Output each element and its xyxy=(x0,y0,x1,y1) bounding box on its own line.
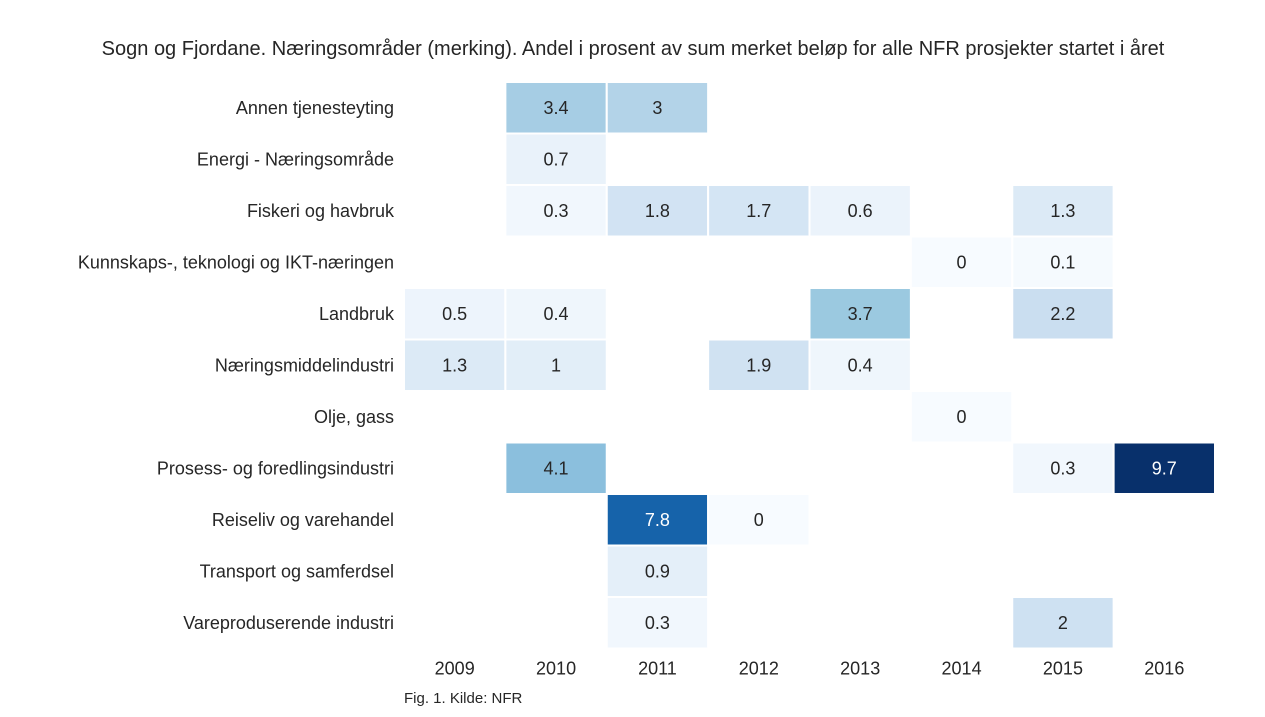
column-label-2015: 2015 xyxy=(1043,659,1083,679)
row-label-transport-og-samferdsel: Transport og samferdsel xyxy=(200,561,394,581)
cell-value-label: 0.9 xyxy=(645,561,670,581)
cell-value-label: 0.4 xyxy=(544,304,569,324)
cell-value-label: 1.9 xyxy=(746,355,771,375)
heatmap-cell-naeringsmiddelindustri-2013 xyxy=(808,338,912,392)
heatmap-cell-prosess-og-foredlingsindustri-2015 xyxy=(1011,441,1115,495)
cell-value-label: 1.3 xyxy=(442,355,467,375)
cell-value-label: 0.3 xyxy=(1050,458,1075,478)
heatmap-cell-fiskeri-og-havbruk-2013 xyxy=(808,184,912,238)
cell-value-label: 0 xyxy=(957,407,967,427)
column-label-2013: 2013 xyxy=(840,659,880,679)
cell-value-label: 0.4 xyxy=(848,355,873,375)
heatmap-cells: 3.4 3 0.7 0.3 1.8 1.7 0.6 1.3 0 0.1 0.5 0.4 3.7 2.2 1.… xyxy=(403,81,1216,650)
heatmap-cell-reiseliv-og-varehandel-2012 xyxy=(707,493,811,547)
row-label-prosess-og-foredlingsindustri: Prosess- og foredlingsindustri xyxy=(157,458,394,478)
cell-value-label: 1.7 xyxy=(746,201,771,221)
cell-value-label: 0.3 xyxy=(645,613,670,633)
row-labels: Annen tjenesteyting Energi - Næringsområd… xyxy=(78,98,395,633)
row-label-energi-naeringsomrade: Energi - Næringsområde xyxy=(197,149,394,169)
heatmap-cell-naeringsmiddelindustri-2010 xyxy=(504,338,608,392)
column-label-2016: 2016 xyxy=(1144,659,1184,679)
cell-value-label: 0.5 xyxy=(442,304,467,324)
row-label-fiskeri-og-havbruk: Fiskeri og havbruk xyxy=(247,201,395,221)
row-label-reiseliv-og-varehandel: Reiseliv og varehandel xyxy=(212,510,394,530)
cell-value-label: 0 xyxy=(754,510,764,530)
cell-value-label: 2 xyxy=(1058,613,1068,633)
heatmap-cell-olje-gass-2014 xyxy=(909,390,1014,444)
heatmap-cell-vareproduserende-industri-2011 xyxy=(605,596,710,650)
row-label-naeringsmiddelindustri: Næringsmiddelindustri xyxy=(215,355,394,375)
row-label-vareproduserende-industri: Vareproduserende industri xyxy=(183,613,394,633)
heatmap-cell-reiseliv-og-varehandel-2011 xyxy=(605,493,710,547)
cell-value-label: 7.8 xyxy=(645,510,670,530)
row-label-annen-tjenesteyting: Annen tjenesteyting xyxy=(236,98,394,118)
column-label-2012: 2012 xyxy=(739,659,779,679)
cell-value-label: 2.2 xyxy=(1050,304,1075,324)
column-label-2010: 2010 xyxy=(536,659,576,679)
heatmap-cell-landbruk-2010 xyxy=(504,287,608,341)
chart-title: Sogn og Fjordane. Næringsområder (merkin… xyxy=(102,38,1165,60)
cell-value-label: 9.7 xyxy=(1152,458,1177,478)
heatmap-cell-naeringsmiddelindustri-2012 xyxy=(707,338,811,392)
column-label-2009: 2009 xyxy=(435,659,475,679)
column-labels: 2009 2010 2011 2012 2013 2014 2015 2016 xyxy=(435,659,1185,679)
heatmap-cell-fiskeri-og-havbruk-2015 xyxy=(1011,184,1115,238)
column-label-2014: 2014 xyxy=(942,659,982,679)
heatmap-cell-prosess-og-foredlingsindustri-2010 xyxy=(504,441,608,495)
cell-value-label: 0.7 xyxy=(544,149,569,169)
row-label-kunnskaps-teknologi-og-ikt-naeringen: Kunnskaps-, teknologi og IKT-næringen xyxy=(78,252,394,272)
cell-value-label: 3.7 xyxy=(848,304,873,324)
heatmap-cell-landbruk-2015 xyxy=(1011,287,1115,341)
heatmap-cell-fiskeri-og-havbruk-2011 xyxy=(605,184,710,238)
cell-value-label: 0.1 xyxy=(1050,252,1075,272)
cell-value-label: 1.8 xyxy=(645,201,670,221)
row-label-olje-gass: Olje, gass xyxy=(314,407,394,427)
cell-value-label: 0 xyxy=(957,252,967,272)
cell-value-label: 3 xyxy=(652,98,662,118)
column-label-2011: 2011 xyxy=(638,659,677,679)
heatmap-cell-kunnskaps-teknologi-og-ikt-naeringen-2015 xyxy=(1011,235,1115,289)
cell-value-label: 1 xyxy=(551,355,561,375)
cell-value-label: 3.4 xyxy=(544,98,569,118)
heatmap-cell-vareproduserende-industri-2015 xyxy=(1011,596,1115,650)
heatmap-cell-kunnskaps-teknologi-og-ikt-naeringen-2014 xyxy=(909,235,1014,289)
chart-caption: Fig. 1. Kilde: NFR xyxy=(404,690,523,707)
heatmap-cell-annen-tjenesteyting-2010 xyxy=(504,81,608,135)
cell-value-label: 0.6 xyxy=(848,201,873,221)
cell-value-label: 1.3 xyxy=(1050,201,1075,221)
row-label-landbruk: Landbruk xyxy=(319,304,395,324)
heatmap-cell-annen-tjenesteyting-2011 xyxy=(605,81,710,135)
heatmap-cell-prosess-og-foredlingsindustri-2016 xyxy=(1112,441,1216,495)
cell-value-label: 4.1 xyxy=(544,458,569,478)
heatmap-cell-fiskeri-og-havbruk-2012 xyxy=(707,184,811,238)
cell-value-label: 0.3 xyxy=(544,201,569,221)
